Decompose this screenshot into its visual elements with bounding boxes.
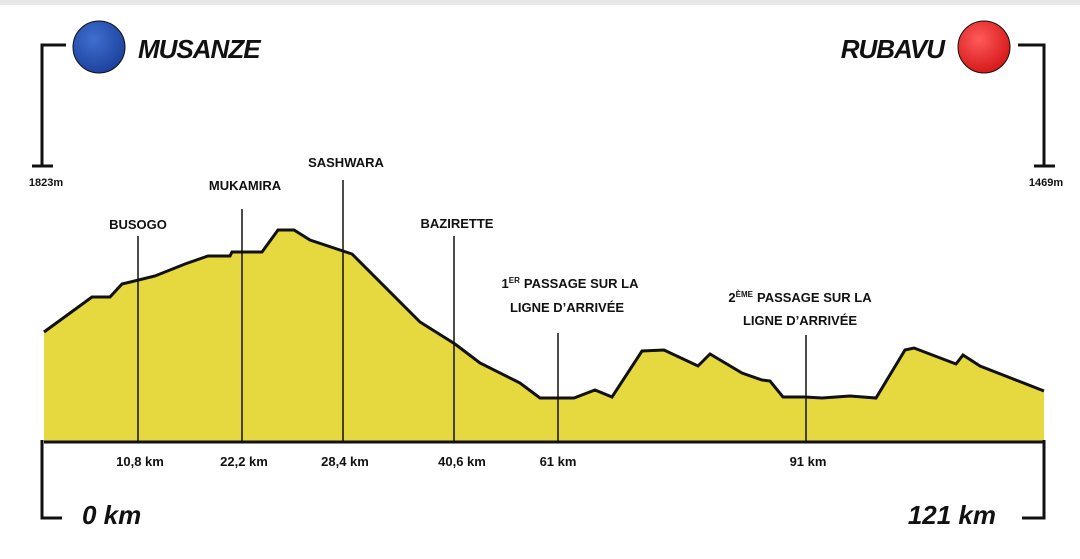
passage-line1: PASSAGE SUR LA	[524, 276, 639, 291]
landmark-distance: 28,4 km	[321, 454, 369, 469]
start-town: MUSANZE	[138, 34, 261, 64]
passage-label: LIGNE D’ARRIVÉE	[510, 300, 624, 315]
start-bottom-bracket	[40, 440, 62, 520]
passage-label: LIGNE D’ARRIVÉE	[743, 313, 857, 328]
start-distance: 0 km	[82, 500, 141, 530]
passage-label: 1ER PASSAGE SUR LA	[502, 276, 640, 291]
profile-area	[44, 230, 1044, 442]
ordinal: 2	[728, 290, 735, 305]
start-marker	[72, 20, 126, 74]
top-band	[0, 0, 1080, 5]
passage-distance: 61 km	[540, 454, 577, 469]
finish-distance: 121 km	[908, 500, 996, 530]
ordinal-suffix: ÈME	[736, 290, 754, 299]
landmark-distance: 10,8 km	[116, 454, 164, 469]
passage-label: 2ÈME PASSAGE SUR LA	[728, 290, 872, 305]
profile-line	[43, 228, 1045, 400]
finish-altitude: 1469m	[1029, 177, 1063, 189]
landmark-distance: 40,6 km	[438, 454, 486, 469]
landmark-name: BUSOGO	[109, 217, 167, 232]
finish-town: RUBAVU	[841, 34, 947, 64]
finish-bracket	[1018, 43, 1055, 168]
start-altitude: 1823m	[29, 177, 63, 189]
ordinal: 1	[502, 276, 509, 291]
ordinal-suffix: ER	[509, 276, 520, 285]
landmark-name: SASHWARA	[308, 155, 384, 170]
landmark-name: MUKAMIRA	[209, 178, 282, 193]
passage-line1: PASSAGE SUR LA	[757, 290, 872, 305]
landmark-distance: 22,2 km	[220, 454, 268, 469]
landmark-name: BAZIRETTE	[421, 216, 494, 231]
start-bracket	[32, 43, 66, 168]
finish-bottom-bracket	[1022, 440, 1046, 520]
finish-marker	[957, 20, 1011, 74]
passage-distance: 91 km	[790, 454, 827, 469]
